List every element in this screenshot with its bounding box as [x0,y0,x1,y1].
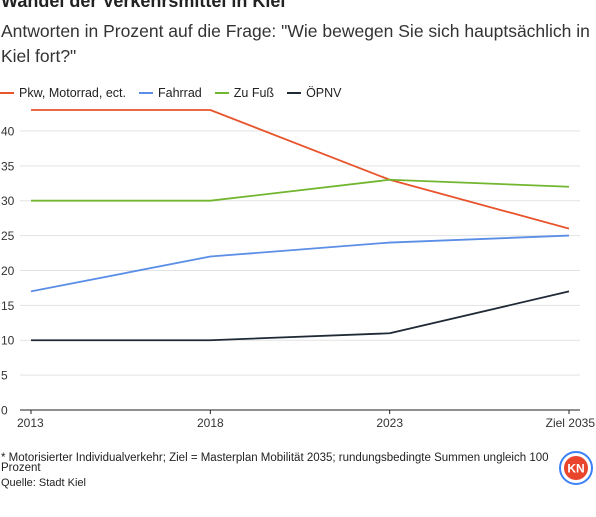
legend-label: Fahrrad [157,86,202,100]
kn-logo: KN [559,451,593,485]
legend-item: Fahrrad [138,86,202,100]
chart-title: Wandel der Verkehrsmittel in Kiel [1,0,286,11]
y-tick-label: 10 [1,334,15,348]
y-tick-label: 40 [1,124,15,138]
y-tick-label: 20 [1,264,15,278]
y-tick-label: 35 [1,159,15,173]
legend-label: Pkw, Motorrad, ect. [19,86,126,100]
series-line [31,290,570,342]
legend-item: Pkw, Motorrad, ect. [0,86,126,100]
logo-text: KN [567,462,584,476]
legend-swatch [0,92,14,94]
legend-swatch [287,92,302,94]
x-tick-label: Ziel 2035 [546,416,596,430]
y-tick-label: 30 [1,194,15,208]
series-line [31,109,570,230]
legend-swatch [138,92,153,94]
x-tick-label: 2013 [17,416,44,430]
x-tick-label: 2023 [376,416,403,430]
series-line [30,234,570,293]
y-tick-label: 15 [1,299,15,313]
legend-item: ÖPNV [287,86,342,100]
chart-subtitle: Antworten in Prozent auf die Frage: "Wie… [1,21,590,66]
legend-swatch [214,92,229,94]
series-line [31,178,570,202]
footnote: * Motorisierter Individualverkehr; Ziel … [1,452,549,474]
legend-label: Zu Fuß [233,86,275,100]
source-note: Quelle: Stadt Kiel [1,477,86,489]
chart-legend: Pkw, Motorrad, ect. Fahrrad Zu Fuß ÖPNV [0,85,355,101]
legend-item: Zu Fuß [214,86,275,100]
x-tick-label: 2018 [197,416,224,430]
y-tick-label: 5 [1,369,8,383]
legend-label: ÖPNV [306,86,342,100]
y-tick-label: 25 [1,229,15,243]
y-tick-label: 0 [1,404,8,418]
